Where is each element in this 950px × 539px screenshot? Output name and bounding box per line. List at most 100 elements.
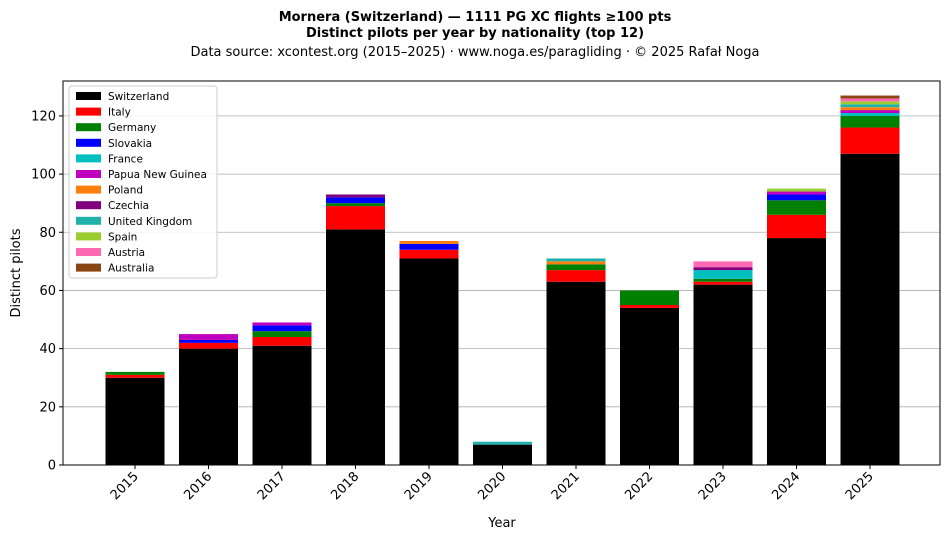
x-tick-label: 2019 (402, 469, 436, 503)
x-tick-label: 2020 (475, 469, 509, 503)
x-axis-ticks: 2015 2016 2017 2018 2019 2020 2021 2022 2023 2024… (108, 465, 877, 503)
y-tick-label: 100 (31, 168, 56, 183)
chart-subtitle: Distinct pilots per year by nationality … (306, 26, 644, 41)
bar-segment (252, 322, 312, 326)
bar-segment (620, 307, 679, 465)
bar-segment (252, 331, 312, 337)
legend-swatch (76, 138, 101, 147)
bar-segment (693, 281, 753, 285)
legend-label: Spain (108, 231, 137, 243)
legend-label: Italy (108, 107, 131, 119)
bar-segment (546, 264, 606, 271)
bar-segment (693, 284, 753, 465)
bar-segment (767, 191, 826, 195)
legend: Switzerland Italy Germany Slovakia France Pap… (68, 85, 218, 279)
y-tick-label: 40 (39, 342, 56, 357)
bar-segment (252, 325, 312, 332)
y-axis-label: Distinct pilots (9, 228, 24, 317)
legend-swatch (76, 232, 101, 241)
bar-segment (399, 241, 459, 244)
plot-frame (62, 80, 941, 466)
legend-label: Poland (108, 185, 143, 197)
legend-label: Switzerland (108, 91, 169, 103)
legend-label: Slovakia (108, 138, 152, 150)
bar-segment (546, 258, 606, 262)
bar-segment (473, 441, 532, 445)
bar-segment (693, 261, 753, 268)
y-tick-label: 120 (31, 109, 56, 124)
bar-segment (693, 270, 753, 279)
bar-segment (840, 153, 900, 465)
y-tick-label: 0 (48, 459, 56, 474)
bar-segment (840, 113, 900, 116)
x-tick-label: 2015 (108, 469, 142, 503)
legend-label: Czechia (108, 200, 149, 212)
legend-label: Papua New Guinea (108, 169, 207, 181)
bar-segment (179, 334, 238, 340)
bar-segment (252, 337, 312, 346)
bar-segment (326, 194, 385, 198)
bar-segment (840, 115, 900, 128)
x-tick-label: 2018 (328, 469, 362, 503)
chart-title: Mornera (Switzerland) — 1111 PG XC fligh… (279, 10, 672, 25)
bar-segment (105, 377, 165, 465)
legend-box (68, 85, 218, 279)
y-tick-label: 80 (39, 226, 56, 241)
bar-segment (767, 200, 826, 215)
legend-label: United Kingdom (108, 216, 192, 228)
bar-segment (840, 98, 900, 102)
bar-segment (840, 95, 900, 99)
legend-swatch (76, 154, 101, 163)
bar-segment (840, 107, 900, 111)
bar-segment (767, 188, 826, 192)
legend-label: Austria (108, 247, 145, 259)
bar-segment (840, 104, 900, 108)
x-axis-label: Year (487, 516, 516, 531)
bar-segment (105, 374, 165, 378)
y-axis-ticks: 0 20 40 60 80 100 120 (31, 109, 63, 474)
bar-segment (326, 197, 385, 204)
legend-swatch (76, 123, 101, 132)
legend-swatch (76, 216, 101, 225)
bar-segment (399, 249, 459, 259)
bar-segment (326, 229, 385, 465)
bar-segment (767, 194, 826, 201)
bar-segment (620, 305, 679, 308)
legend-label: Australia (108, 263, 154, 275)
bar-segment (840, 101, 900, 105)
x-tick-label: 2024 (769, 469, 803, 503)
bar-segment (399, 258, 459, 465)
chart-source: Data source: xcontest.org (2015–2025) · … (190, 45, 759, 60)
bar-segment (693, 267, 753, 271)
x-tick-label: 2021 (549, 469, 583, 503)
bar-segment (620, 290, 679, 305)
legend-swatch (76, 248, 101, 256)
bar-segment (840, 127, 900, 154)
bar-segment (546, 281, 606, 465)
bar-segment (326, 203, 385, 207)
legend-swatch (76, 170, 101, 178)
x-tick-label: 2023 (696, 469, 730, 503)
bar-segment (767, 238, 826, 465)
bar-segment (252, 345, 312, 465)
legend-label: Germany (108, 122, 156, 134)
legend-swatch (76, 185, 101, 194)
bar-segment (546, 270, 606, 282)
bar-segment (179, 348, 238, 465)
legend-swatch (76, 107, 101, 116)
bar-segment (105, 371, 165, 375)
bar-segment (473, 444, 532, 465)
bar-segment (399, 243, 459, 250)
y-tick-label: 60 (39, 284, 56, 299)
legend-swatch (76, 201, 101, 210)
x-tick-label: 2016 (181, 469, 215, 503)
bar-segment (546, 261, 606, 265)
legend-swatch (76, 92, 101, 100)
x-tick-label: 2022 (622, 469, 656, 503)
x-tick-label: 2017 (255, 469, 289, 503)
bar-segment (767, 214, 826, 239)
bar-segment (693, 278, 753, 282)
legend-swatch (76, 263, 101, 272)
bar-segment (179, 342, 238, 349)
